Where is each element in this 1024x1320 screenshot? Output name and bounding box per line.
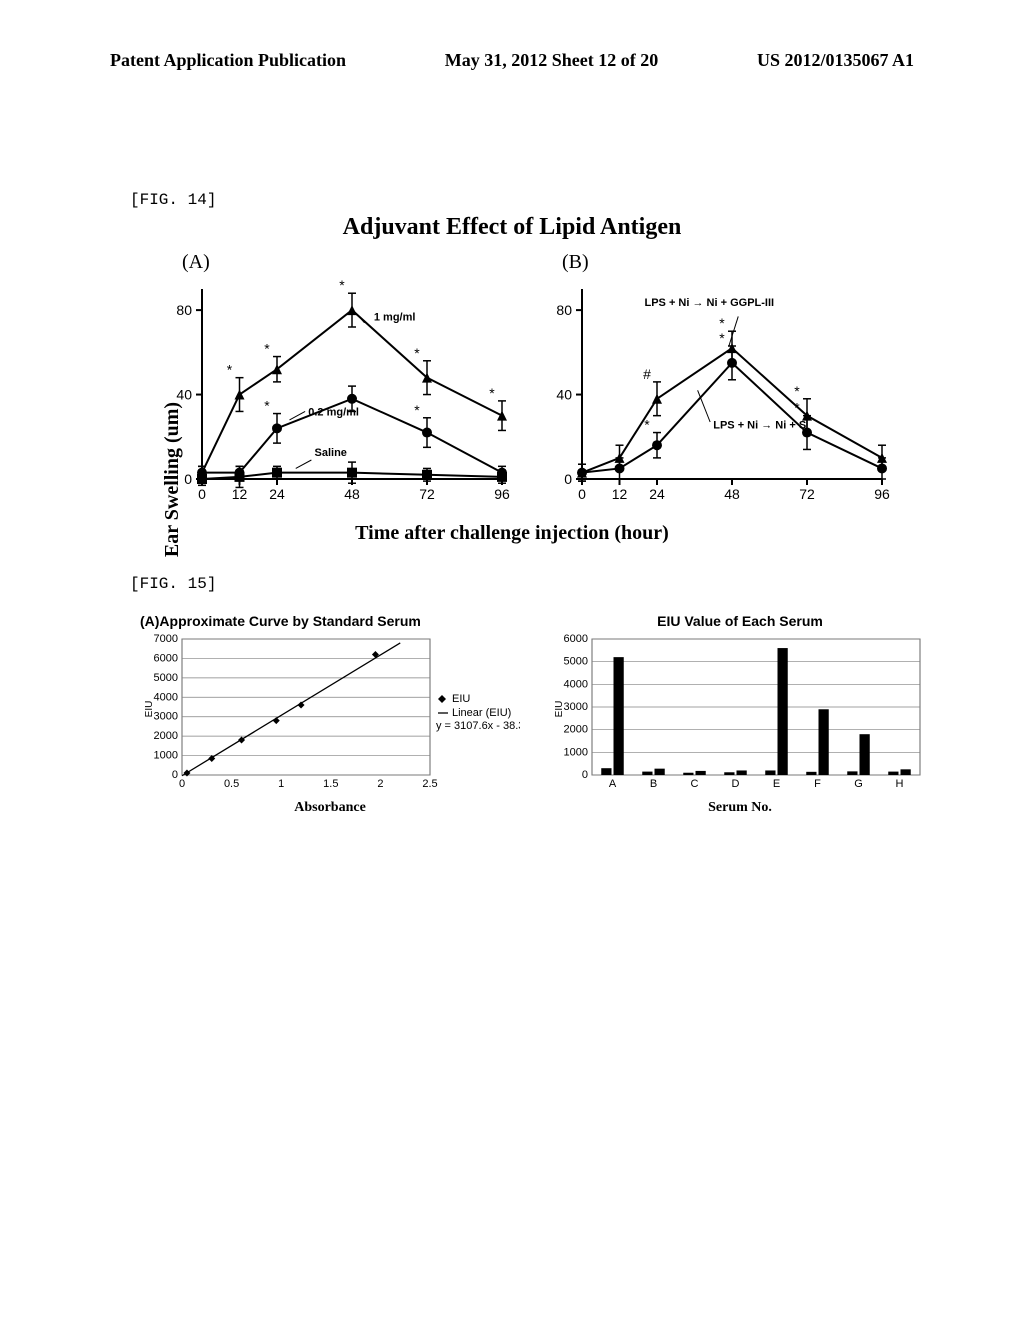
- svg-text:LPS + Ni → Ni + S: LPS + Ni → Ni + S: [713, 419, 806, 431]
- svg-text:0.2 mg/ml: 0.2 mg/ml: [308, 407, 359, 419]
- svg-text:80: 80: [556, 302, 572, 318]
- svg-text:5000: 5000: [154, 672, 178, 684]
- svg-text:*: *: [414, 402, 420, 418]
- svg-text:5000: 5000: [564, 656, 588, 668]
- svg-text:40: 40: [176, 387, 192, 403]
- header-center: May 31, 2012 Sheet 12 of 20: [445, 50, 658, 71]
- svg-text:C: C: [691, 778, 699, 790]
- header-right: US 2012/0135067 A1: [757, 50, 914, 71]
- svg-text:1: 1: [278, 778, 284, 790]
- svg-text:*: *: [644, 417, 650, 433]
- svg-text:*: *: [414, 345, 420, 361]
- fig15-chart-b: 0 1000 2000 3000 4000 5000 6000 EIU A B C D E F G H: [550, 633, 930, 793]
- fig15a-xlabel: Absorbance: [140, 800, 520, 816]
- svg-text:*: *: [227, 362, 233, 378]
- svg-text:*: *: [794, 400, 800, 416]
- svg-text:1 mg/ml: 1 mg/ml: [374, 312, 416, 324]
- svg-text:G: G: [854, 778, 863, 790]
- svg-text:*: *: [264, 341, 270, 357]
- svg-text:6000: 6000: [154, 652, 178, 664]
- svg-text:2.5: 2.5: [422, 778, 437, 790]
- svg-text:*: *: [489, 385, 495, 401]
- svg-text:6000: 6000: [564, 633, 588, 645]
- svg-text:72: 72: [419, 486, 435, 502]
- svg-text:48: 48: [724, 486, 740, 502]
- svg-text:2000: 2000: [564, 724, 588, 736]
- svg-text:0: 0: [582, 769, 588, 781]
- fig14-chart-a: 0 40 80 0 12 24 48 72 96 * * * * * * * 1 mg/ml 0.2 mg/ml S…: [152, 279, 512, 509]
- fig14-xlabel: Time after challenge injection (hour): [0, 522, 1024, 545]
- svg-text:40: 40: [556, 387, 572, 403]
- fig14-panelA-label: (A): [182, 251, 512, 274]
- fig14-label: [FIG. 14]: [130, 191, 1024, 209]
- svg-text:1000: 1000: [154, 750, 178, 762]
- svg-text:EIU: EIU: [452, 693, 470, 705]
- fig14-chart-b: 0408001224487296#*****LPS + Ni → Ni + GG…: [532, 279, 892, 509]
- svg-text:4000: 4000: [564, 678, 588, 690]
- svg-text:H: H: [896, 778, 904, 790]
- svg-text:80: 80: [176, 302, 192, 318]
- svg-text:2: 2: [377, 778, 383, 790]
- svg-text:2000: 2000: [154, 730, 178, 742]
- svg-text:#: #: [643, 366, 651, 382]
- svg-text:y = 3107.6x - 38.345: y = 3107.6x - 38.345: [436, 720, 520, 732]
- fig14-title: Adjuvant Effect of Lipid Antigen: [0, 214, 1024, 241]
- svg-text:1.5: 1.5: [323, 778, 338, 790]
- svg-text:12: 12: [612, 486, 628, 502]
- svg-text:EIU: EIU: [144, 701, 155, 718]
- svg-text:*: *: [719, 315, 725, 331]
- svg-text:0: 0: [198, 486, 206, 502]
- svg-text:F: F: [814, 778, 821, 790]
- svg-text:12: 12: [232, 486, 248, 502]
- fig15b-xlabel: Serum No.: [550, 800, 930, 816]
- svg-text:7000: 7000: [154, 633, 178, 645]
- svg-text:E: E: [773, 778, 780, 790]
- svg-text:72: 72: [799, 486, 815, 502]
- fig14-panelB-label: (B): [562, 251, 892, 274]
- svg-text:0: 0: [172, 769, 178, 781]
- svg-text:0: 0: [179, 778, 185, 790]
- svg-text:LPS + Ni → Ni + GGPL-III: LPS + Ni → Ni + GGPL-III: [645, 297, 775, 309]
- svg-text:0.5: 0.5: [224, 778, 239, 790]
- svg-text:Saline: Saline: [315, 447, 347, 459]
- svg-text:0: 0: [184, 471, 192, 487]
- fig15-chart-a: 0 1000 2000 3000 4000 5000 6000 7000 0 0.5 1 1.5 2 2.…: [140, 633, 520, 793]
- svg-text:B: B: [650, 778, 657, 790]
- svg-text:*: *: [339, 279, 345, 293]
- svg-text:*: *: [794, 383, 800, 399]
- svg-text:3000: 3000: [154, 711, 178, 723]
- fig15a-title: (A)Approximate Curve by Standard Serum: [140, 613, 520, 629]
- svg-text:D: D: [732, 778, 740, 790]
- svg-text:48: 48: [344, 486, 360, 502]
- svg-text:*: *: [264, 398, 270, 414]
- header-left: Patent Application Publication: [110, 50, 346, 71]
- svg-text:96: 96: [494, 486, 510, 502]
- svg-text:0: 0: [578, 486, 586, 502]
- svg-text:A: A: [609, 778, 617, 790]
- fig15b-title: EIU Value of Each Serum: [550, 613, 930, 629]
- svg-text:EIU: EIU: [554, 701, 565, 718]
- fig15-label: [FIG. 15]: [130, 575, 1024, 593]
- svg-text:24: 24: [269, 486, 285, 502]
- svg-text:1000: 1000: [564, 746, 588, 758]
- svg-text:4000: 4000: [154, 691, 178, 703]
- svg-text:Linear (EIU): Linear (EIU): [452, 707, 511, 719]
- svg-text:*: *: [719, 330, 725, 346]
- svg-text:96: 96: [874, 486, 890, 502]
- svg-text:3000: 3000: [564, 701, 588, 713]
- svg-text:24: 24: [649, 486, 665, 502]
- svg-text:0: 0: [564, 471, 572, 487]
